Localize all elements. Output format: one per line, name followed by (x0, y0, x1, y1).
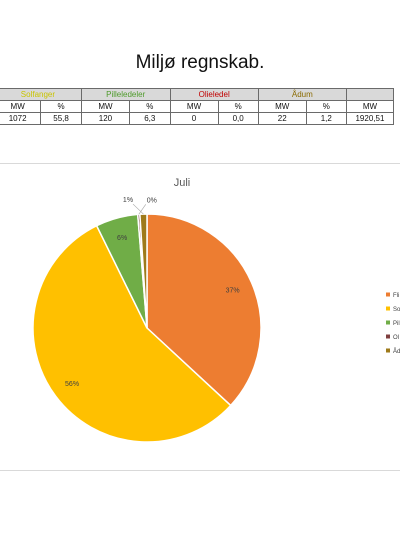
table-cell: 120 (80, 112, 131, 125)
table-subheader-row: MW % MW % MW % MW % MW (0, 100, 395, 113)
column-header: % (305, 100, 347, 113)
column-header: MW (80, 100, 131, 113)
legend-swatch (386, 334, 390, 339)
column-header: MW (0, 100, 42, 113)
leader-line (132, 203, 144, 215)
table-cell: 55,8 (40, 112, 82, 125)
pie-labels: 37% 56% 6% 0% 1% (65, 197, 240, 388)
group-header: Olieledel (169, 88, 259, 101)
legend-entry: Åd (393, 348, 400, 355)
table-cell: 0 (169, 112, 219, 125)
group-header: Pilleledeler (80, 88, 171, 101)
column-header: % (129, 100, 171, 113)
table-cell: 1072 (0, 112, 42, 125)
table-cell: 6,3 (129, 112, 171, 125)
chart-title: Juli (174, 177, 191, 189)
legend-entry: Pil (393, 321, 400, 327)
leader-line (138, 204, 147, 215)
slice-label: 37% (226, 288, 240, 295)
chart-area: Juli 37% 56% 6% 0% 1% Fli So Pil Ol Åd (0, 163, 400, 471)
legend-swatch (386, 292, 390, 297)
table-row: 1072 55,8 120 6,3 0 0,0 22 1,2 1920,51 (0, 112, 395, 125)
column-header: % (217, 100, 259, 113)
column-header: MW (257, 100, 307, 113)
slice-label: 56% (65, 381, 79, 388)
legend-swatch (386, 320, 390, 325)
legend-swatch (386, 348, 390, 353)
legend-entry: Ol (393, 335, 399, 341)
legend-entry: So (393, 307, 400, 313)
legend-entry: Fli (393, 293, 399, 299)
group-header (345, 88, 395, 101)
table-cell: 22 (257, 112, 307, 125)
legend-swatch (386, 306, 390, 311)
slice-label: 1% (123, 197, 133, 204)
column-header: MW (345, 100, 395, 113)
pie-chart: Juli 37% 56% 6% 0% 1% Fli So Pil Ol Åd (32, 177, 400, 443)
table-cell: 0,0 (217, 112, 259, 125)
table-cell: 1920,51 (345, 112, 395, 125)
pie-slices (32, 213, 262, 443)
slice-label: 0% (147, 197, 157, 204)
column-header: % (40, 100, 82, 113)
group-header: Solfanger (0, 88, 82, 101)
pie-slice (146, 213, 262, 407)
pie-slice (32, 224, 232, 443)
slice-label: 6% (117, 235, 127, 242)
page-title: Miljø regnskab. (135, 52, 265, 73)
column-header: MW (169, 100, 219, 113)
table-cell: 1,2 (305, 112, 347, 125)
group-header: Ådum (257, 88, 347, 101)
chart-legend: Fli So Pil Ol Åd (386, 292, 400, 355)
table-group-row: Solfanger Pilleledeler Olieledel Ådum (0, 88, 395, 101)
summary-table: Solfanger Pilleledeler Olieledel Ådum MW… (0, 88, 395, 125)
